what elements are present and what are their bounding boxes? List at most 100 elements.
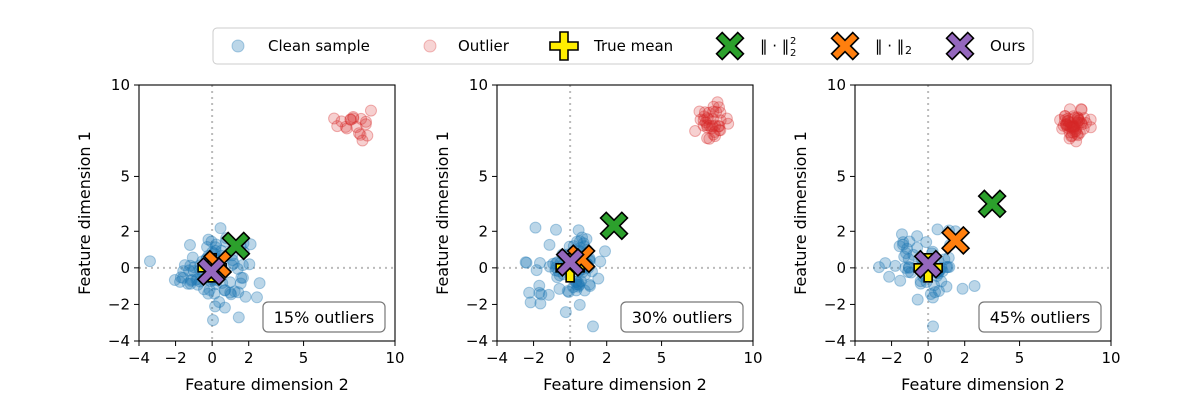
outlier-point xyxy=(1066,120,1079,133)
clean-point xyxy=(534,297,547,310)
outlier-point xyxy=(1071,129,1084,142)
outlier-point xyxy=(1057,119,1070,132)
outlier-point xyxy=(1072,114,1085,127)
clean-point xyxy=(893,240,906,253)
legend-l2sq-label: ‖ · ‖ xyxy=(760,37,789,55)
outlier-point xyxy=(355,112,368,125)
outlier-point xyxy=(709,119,722,132)
y-tick-label: 0 xyxy=(836,259,846,277)
outlier-point xyxy=(1067,120,1080,133)
clean-point xyxy=(533,256,546,269)
x-axis-label: Feature dimension 2 xyxy=(185,375,349,394)
clean-point xyxy=(573,279,586,292)
axes-frame xyxy=(854,84,1112,342)
clean-point xyxy=(553,282,566,295)
clean-point xyxy=(542,288,555,301)
x-axis-label: Feature dimension 2 xyxy=(901,375,1065,394)
scatter-points xyxy=(519,96,735,333)
clean-point xyxy=(562,285,575,298)
legend-l2sq-marker xyxy=(715,31,745,61)
clean-point xyxy=(524,296,537,309)
clean-point xyxy=(535,288,548,301)
outlier-point xyxy=(1064,120,1077,133)
outlier-point xyxy=(1066,119,1079,132)
x-tick-label: −2 xyxy=(165,349,187,367)
outlier-point xyxy=(1070,124,1083,137)
clean-point xyxy=(574,235,587,248)
outlier-point xyxy=(1066,126,1079,139)
outlier-point xyxy=(1063,120,1076,133)
legend-outlier-label: Outlier xyxy=(458,37,510,55)
clean-point xyxy=(186,251,199,264)
outlier-point xyxy=(1072,112,1085,125)
clean-point xyxy=(183,264,196,277)
y-tick-label: 10 xyxy=(827,76,846,94)
clean-point xyxy=(543,260,556,273)
legend-l2sq-sub: 2 xyxy=(790,48,796,59)
outlier-point xyxy=(1069,123,1082,136)
clean-point xyxy=(572,224,585,237)
legend-l2-base: ‖ · ‖ xyxy=(875,37,904,55)
outlier-point xyxy=(702,113,715,126)
clean-point xyxy=(543,238,556,251)
x-tick-label: −2 xyxy=(523,349,545,367)
ours-estimate-marker xyxy=(196,256,226,287)
clean-point xyxy=(586,320,599,333)
legend: Clean sample Outlier True mean ‖ · ‖ 2 2… xyxy=(212,27,1034,65)
legend-true-mean-marker xyxy=(549,31,579,61)
outlier-point xyxy=(1071,111,1084,124)
clean-point xyxy=(519,256,532,269)
clean-point xyxy=(572,278,585,291)
clean-point xyxy=(533,286,546,299)
outlier-point xyxy=(1075,103,1088,116)
outlier-point xyxy=(689,124,702,137)
clean-point xyxy=(943,261,956,274)
clean-point xyxy=(177,271,190,284)
clean-point xyxy=(143,255,156,268)
l2-estimate-marker-shape xyxy=(941,225,971,255)
clean-point xyxy=(202,233,215,246)
clean-point xyxy=(178,259,191,272)
outlier-percentage-badge: 15% outliers xyxy=(274,308,375,327)
scatter-points xyxy=(143,104,377,327)
clean-point xyxy=(218,284,231,297)
outlier-point xyxy=(1056,122,1069,135)
clean-point xyxy=(571,235,584,248)
clean-point xyxy=(897,238,910,251)
outlier-point xyxy=(701,111,714,124)
outlier-point xyxy=(354,128,367,141)
clean-point xyxy=(250,291,263,304)
clean-point xyxy=(181,277,194,290)
x-tick-label: 10 xyxy=(743,349,762,367)
outlier-point xyxy=(1063,132,1076,145)
outlier-point xyxy=(364,104,377,117)
outlier-point xyxy=(1067,122,1080,135)
clean-point xyxy=(599,245,612,258)
legend-ours-label: Ours xyxy=(990,37,1025,55)
clean-point xyxy=(903,235,916,248)
x-tick-label: 2 xyxy=(244,349,254,367)
clean-point xyxy=(184,259,197,272)
clean-point xyxy=(168,274,181,287)
legend-l2-sub: 2 xyxy=(905,44,912,57)
clean-point xyxy=(879,257,892,270)
x-axis-label: Feature dimension 2 xyxy=(543,375,707,394)
clean-point xyxy=(559,306,572,319)
y-tick-label: 0 xyxy=(120,259,130,277)
clean-point xyxy=(583,280,596,293)
legend-l2sq-base: ‖ · ‖ xyxy=(760,37,789,55)
x-tick-label: 5 xyxy=(657,349,667,367)
outlier-point xyxy=(701,132,714,145)
clean-point xyxy=(578,284,591,297)
outlier-point xyxy=(699,116,712,129)
clean-point xyxy=(901,242,914,255)
clean-point xyxy=(570,284,583,297)
clean-point xyxy=(583,278,596,291)
x-tick-label: −4 xyxy=(844,349,866,367)
y-tick-label: 2 xyxy=(120,222,130,240)
outlier-point xyxy=(694,113,707,126)
y-tick-label: −2 xyxy=(466,295,488,313)
outlier-point xyxy=(698,110,711,123)
panel-2: −4 −2 0 2 5 10 −4 −2 0 2 5 10 Feature dimension 2 Fea… xyxy=(433,76,763,394)
clean-point xyxy=(209,300,222,313)
